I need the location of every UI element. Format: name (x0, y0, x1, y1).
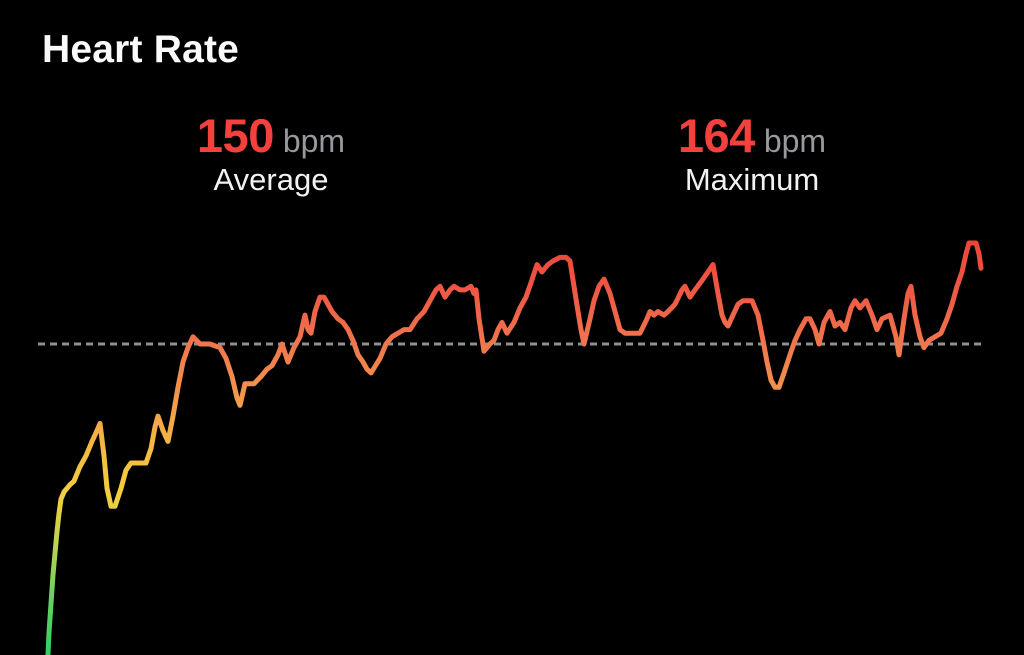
maximum-label: Maximum (684, 162, 820, 197)
maximum-unit: bpm (763, 123, 827, 159)
page-title: Heart Rate (42, 28, 240, 71)
average-label: Average (213, 162, 329, 197)
heart-rate-line (45, 240, 984, 655)
maximum-value-row: 164 bpm (678, 112, 826, 159)
average-stat: 150 bpm Average (197, 112, 345, 195)
maximum-value: 164 (677, 109, 755, 162)
average-value-row: 150 bpm (197, 112, 345, 159)
average-unit: bpm (282, 123, 346, 159)
maximum-stat: 164 bpm Maximum (678, 112, 826, 195)
average-value: 150 (196, 109, 274, 162)
